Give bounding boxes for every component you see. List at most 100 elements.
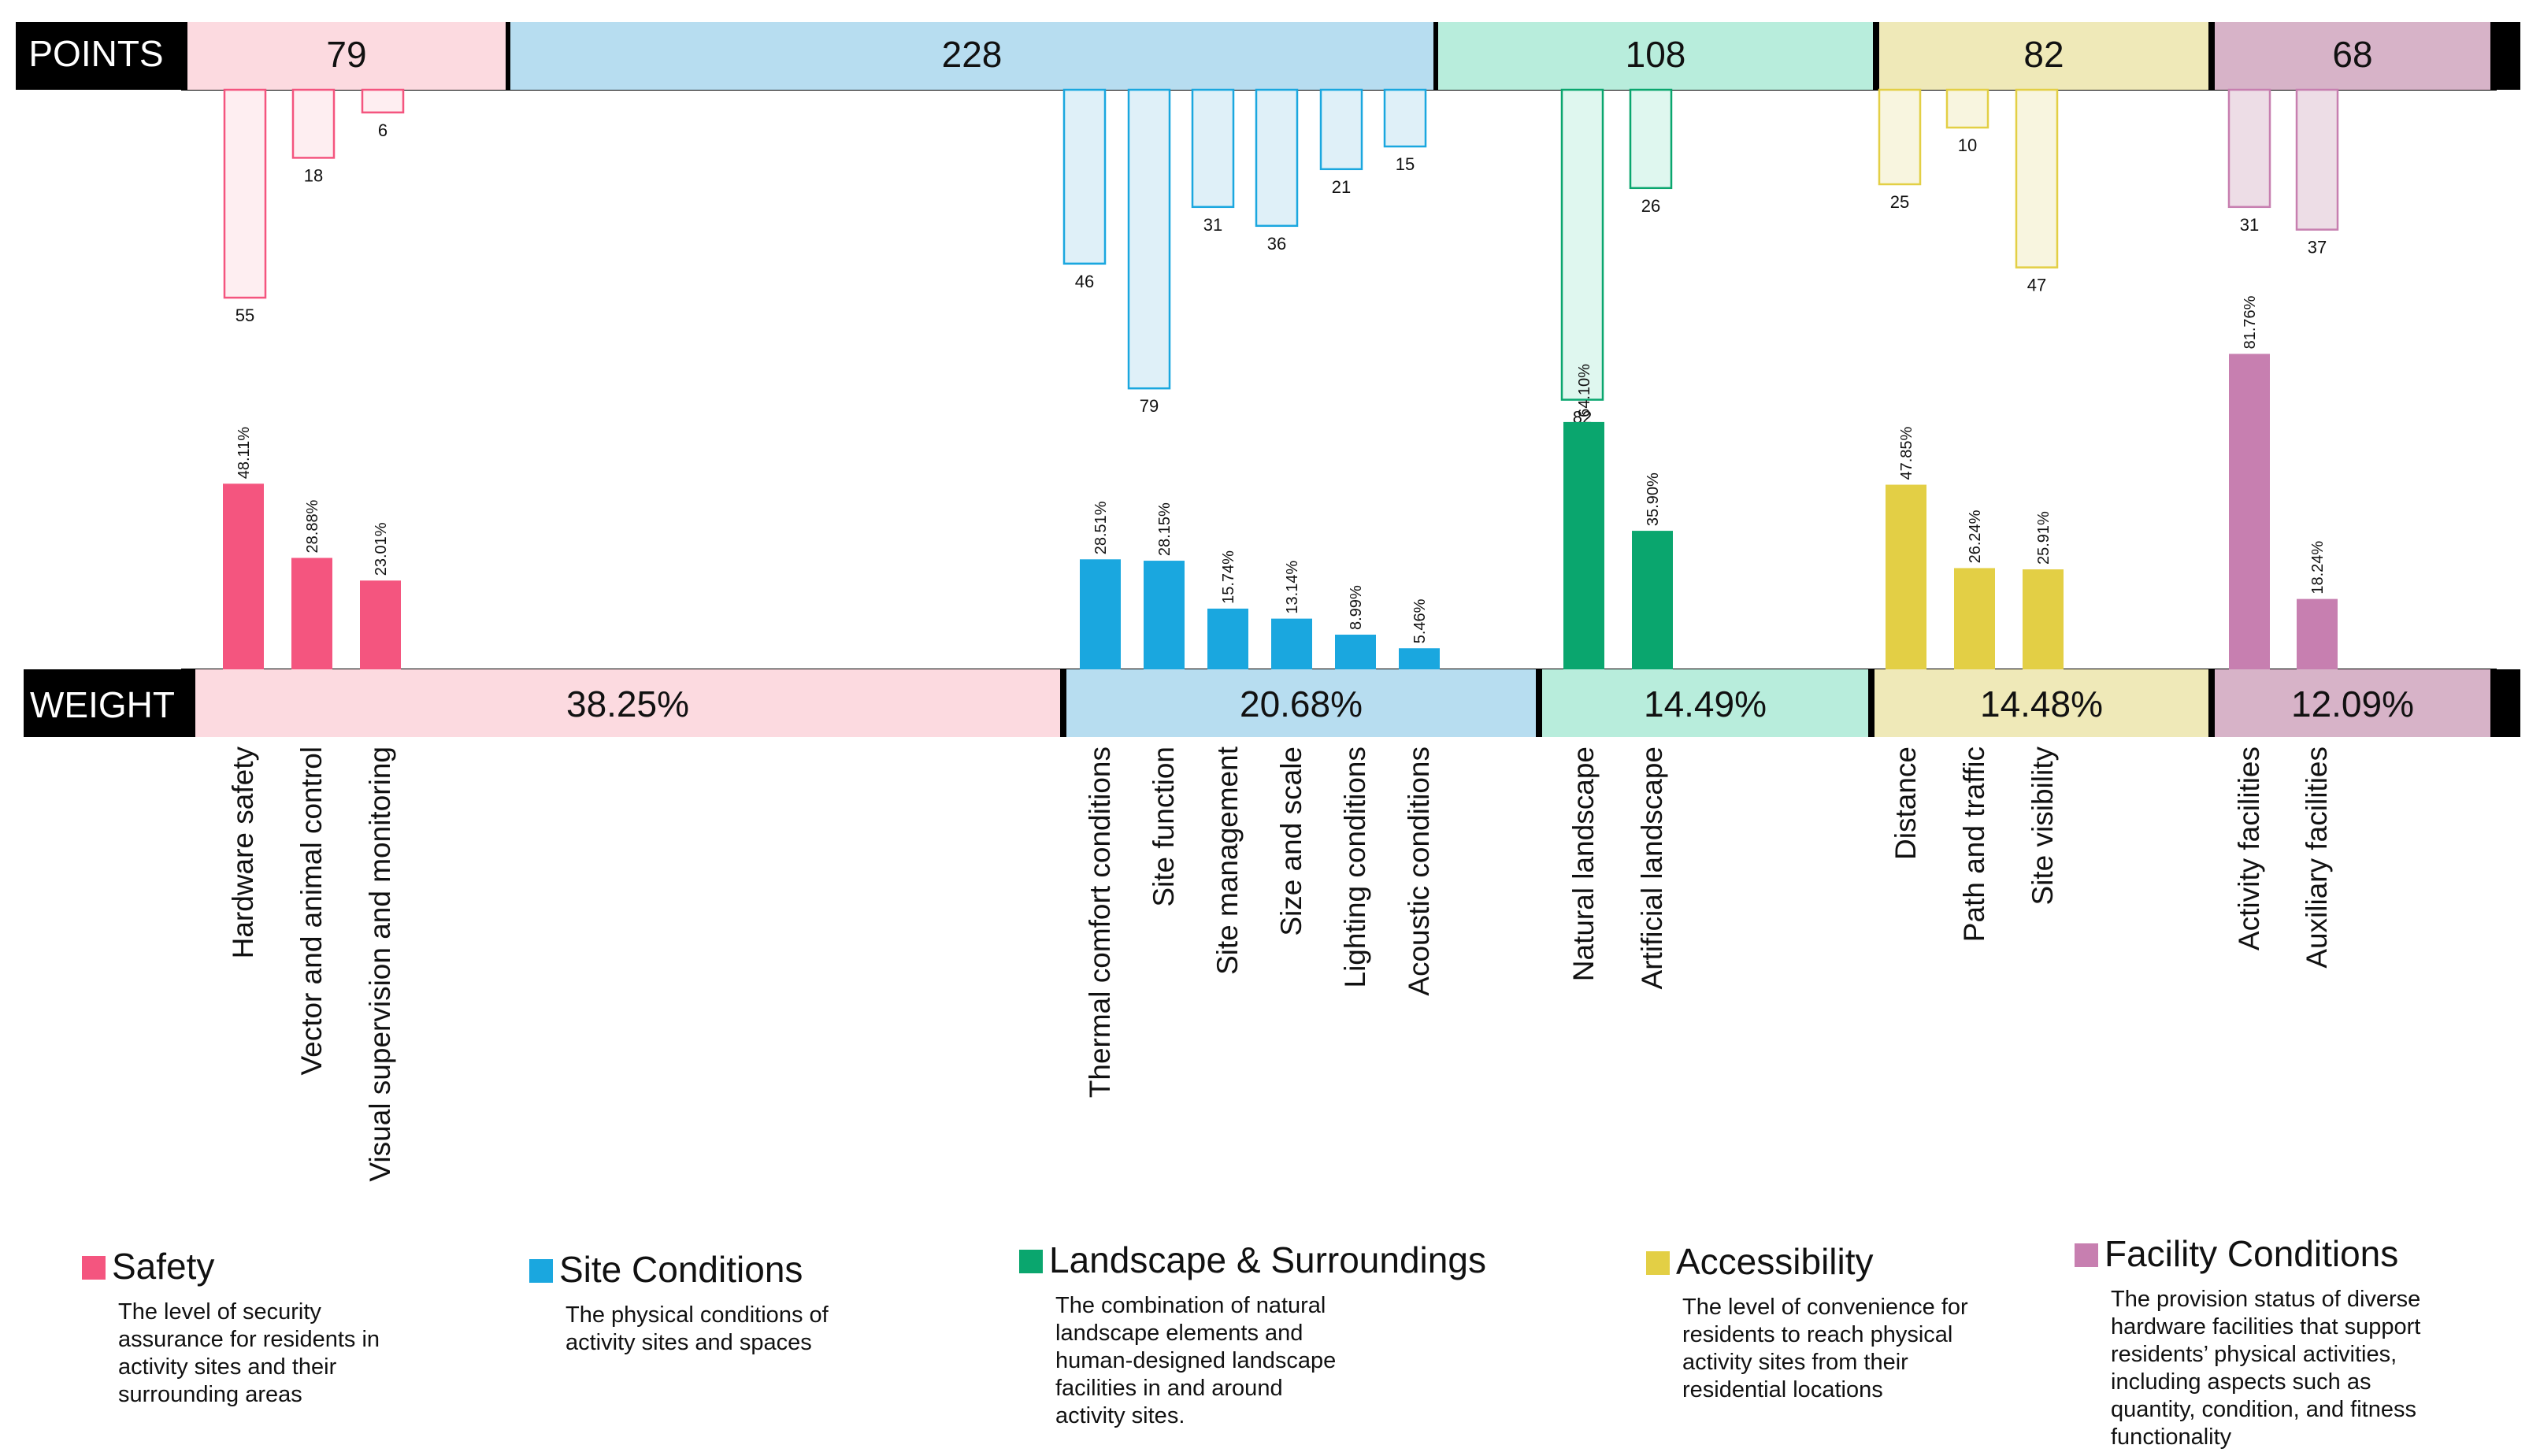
legend-description-line: residents’ physical activities, [2111, 1342, 2397, 1367]
weight-value-label: 47.85% [1898, 426, 1915, 480]
legend-description-line: The level of convenience for [1682, 1295, 1968, 1320]
points-value-label: 47 [2027, 276, 2046, 295]
points-bar [291, 88, 336, 159]
weight-bar [1399, 648, 1440, 669]
legend-description-line: functionality [2111, 1425, 2232, 1450]
indicator-label: Vector and animal control [295, 747, 328, 1076]
weight-total-label: 38.25% [566, 684, 689, 724]
weight-bar [1632, 531, 1673, 669]
indicator-label: Acoustic conditions [1403, 747, 1435, 996]
points-total-segment [1438, 22, 1873, 90]
weight-value-label: 23.01% [373, 522, 390, 576]
legend-title: Facility Conditions [2104, 1233, 2398, 1274]
weight-total-label: 20.68% [1240, 684, 1363, 724]
legend-description: The level of security assurance for resid… [118, 1299, 380, 1407]
legend-description: The combination of natural landscape elem… [1055, 1293, 1336, 1428]
legend-swatch [82, 1256, 106, 1280]
indicator-label: Natural landscape [1567, 747, 1600, 981]
indicator-label: Site visibility [2027, 747, 2059, 906]
legend-swatch [529, 1259, 553, 1283]
weight-bar [1207, 608, 1248, 669]
weight-bar [2023, 569, 2064, 669]
legend-description-line: The combination of natural [1055, 1293, 1326, 1318]
points-total-label: 108 [1626, 34, 1686, 75]
points-value-label: 79 [1140, 396, 1159, 416]
weight-bar [1271, 618, 1312, 669]
indicator-label: Hardware safety [227, 747, 259, 959]
points-value-label: 37 [2308, 238, 2327, 257]
weight-bar [1144, 561, 1185, 669]
points-bar [2227, 88, 2271, 209]
weight-total-label: 12.09% [2291, 684, 2414, 724]
legend-description: The physical conditions of activity sites… [566, 1302, 829, 1355]
points-bar [2295, 88, 2339, 231]
legend-description-line: residential locations [1682, 1377, 1883, 1402]
legend-description-line: surrounding areas [118, 1382, 302, 1407]
legend-swatch [1019, 1250, 1043, 1273]
indicator-label: Lighting conditions [1339, 747, 1371, 988]
points-bar [223, 88, 267, 299]
points-value-label: 55 [235, 306, 254, 325]
legend-swatch [2075, 1243, 2098, 1267]
weight-value-label: 15.74% [1220, 550, 1237, 604]
points-total-label: 68 [2332, 34, 2372, 75]
indicator-label: Site function [1148, 747, 1180, 907]
points-total-segment [187, 22, 506, 90]
weight-value-label: 28.51% [1092, 501, 1110, 554]
points-value-label: 25 [1890, 192, 1909, 212]
points-bar [1062, 88, 1107, 265]
points-value-label: 46 [1075, 272, 1094, 291]
indicator-label: Visual supervision and monitoring [364, 747, 396, 1182]
points-value-label: 26 [1641, 196, 1660, 216]
indicator-label: Auxiliary facilities [2301, 747, 2333, 969]
weight-bar [291, 558, 332, 669]
indicator-label: Thermal comfort conditions [1084, 747, 1116, 1098]
points-bar [361, 88, 405, 114]
weight-bar [1563, 421, 1604, 669]
indicator-label: Activity facilities [2233, 747, 2265, 950]
points-value-label: 18 [304, 165, 323, 185]
legend-description-line: hardware facilities that support [2111, 1314, 2420, 1339]
weight-value-label: 5.46% [1411, 598, 1429, 643]
weight-value-label: 18.24% [2309, 541, 2327, 595]
points-value-label: 31 [2240, 215, 2259, 235]
points-value-label: 36 [1267, 234, 1286, 254]
points-total-label: 228 [942, 34, 1003, 75]
legend-title: Landscape & Surroundings [1049, 1239, 1486, 1280]
weight-value-label: 35.90% [1645, 472, 1662, 526]
legend-description: The provision status of diverse hardware … [2111, 1287, 2420, 1450]
legend-description-line: The physical conditions of [566, 1302, 829, 1328]
points-value-label: 10 [1958, 135, 1977, 155]
points-total-segment [1879, 22, 2208, 90]
weight-total-label: 14.49% [1644, 684, 1767, 724]
weight-value-label: 26.24% [1967, 509, 1984, 563]
legend-description-line: quantity, condition, and fitness [2111, 1397, 2416, 1422]
legend-description-line: activity sites. [1055, 1403, 1185, 1428]
weight-value-label: 28.88% [304, 499, 321, 553]
legend-description-line: human-designed landscape [1055, 1348, 1336, 1373]
weight-bar [1335, 634, 1376, 669]
weight-total-segment [1542, 669, 1868, 737]
weight-total-segment [1875, 669, 2208, 737]
points-value-label: 31 [1203, 215, 1222, 235]
weight-value-label: 13.14% [1284, 561, 1301, 614]
points-total-segment [2215, 22, 2490, 90]
legend-description-line: The level of security [118, 1299, 321, 1324]
points-bar [1945, 88, 1989, 129]
points-bar [1383, 88, 1427, 148]
indicator-label: Site management [1211, 746, 1244, 975]
weight-value-label: 28.15% [1156, 502, 1174, 556]
weight-value-label: 25.91% [2035, 511, 2052, 565]
points-value-label: 6 [378, 120, 388, 140]
weight-bar [1080, 559, 1121, 669]
weight-total-segment [195, 669, 1060, 737]
legend-swatch [1646, 1251, 1670, 1275]
weight-value-label: 48.11% [235, 427, 253, 480]
weight-value-label: 81.76% [2242, 295, 2259, 349]
legend-description-line: facilities in and around [1055, 1376, 1283, 1401]
weight-total-segment [1066, 669, 1536, 737]
indicator-label: Distance [1889, 747, 1922, 860]
legend-title: Safety [112, 1246, 214, 1287]
points-bar [1629, 88, 1673, 190]
points-bar [1255, 88, 1299, 228]
